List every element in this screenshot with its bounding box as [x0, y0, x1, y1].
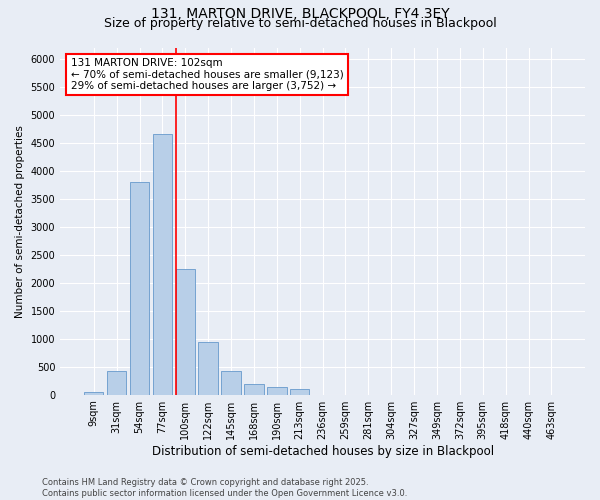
Text: Contains HM Land Registry data © Crown copyright and database right 2025.
Contai: Contains HM Land Registry data © Crown c…: [42, 478, 407, 498]
Y-axis label: Number of semi-detached properties: Number of semi-detached properties: [15, 124, 25, 318]
Bar: [290, 388, 310, 394]
X-axis label: Distribution of semi-detached houses by size in Blackpool: Distribution of semi-detached houses by …: [152, 444, 494, 458]
Bar: [176, 268, 195, 394]
Bar: [221, 371, 241, 394]
Bar: [84, 392, 103, 394]
Text: 131 MARTON DRIVE: 102sqm
← 70% of semi-detached houses are smaller (9,123)
29% o: 131 MARTON DRIVE: 102sqm ← 70% of semi-d…: [71, 58, 343, 91]
Bar: [267, 388, 287, 394]
Text: Size of property relative to semi-detached houses in Blackpool: Size of property relative to semi-detach…: [104, 18, 496, 30]
Bar: [199, 342, 218, 394]
Bar: [130, 182, 149, 394]
Text: 131, MARTON DRIVE, BLACKPOOL, FY4 3EY: 131, MARTON DRIVE, BLACKPOOL, FY4 3EY: [151, 8, 449, 22]
Bar: [107, 370, 127, 394]
Bar: [152, 134, 172, 394]
Bar: [244, 384, 263, 394]
